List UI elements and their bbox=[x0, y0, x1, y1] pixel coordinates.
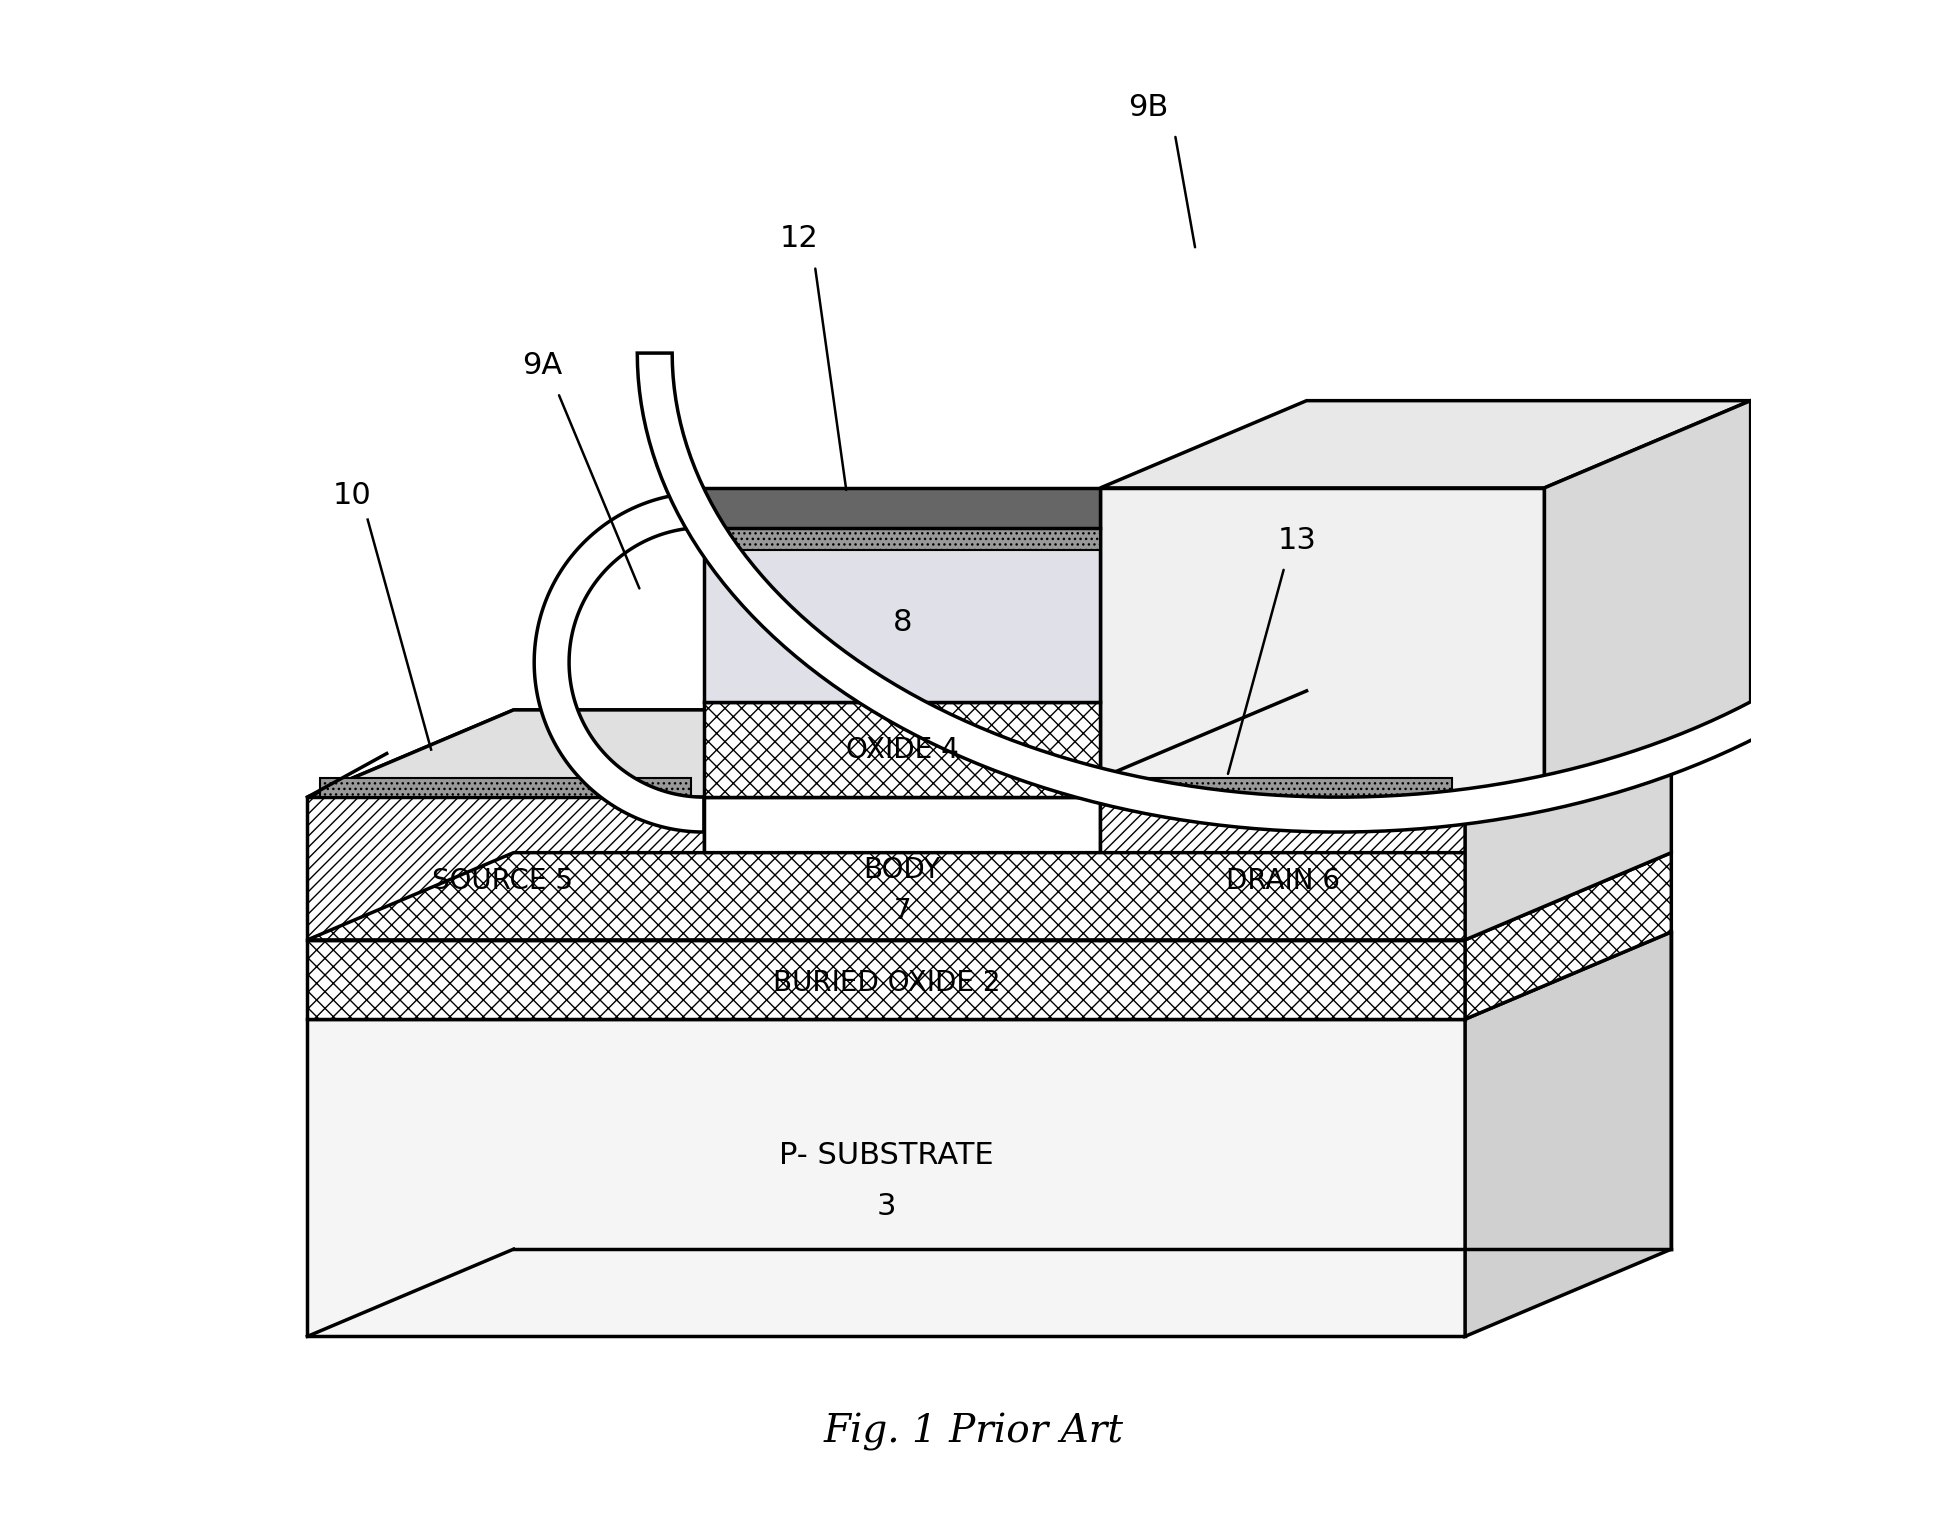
Bar bbox=[1114, 779, 1452, 797]
Text: 12: 12 bbox=[779, 224, 818, 253]
Polygon shape bbox=[637, 353, 1947, 832]
Bar bbox=[308, 1020, 1466, 1336]
Text: Fig. 1 Prior Art: Fig. 1 Prior Art bbox=[824, 1412, 1123, 1450]
Text: DRAIN 6: DRAIN 6 bbox=[1227, 867, 1340, 895]
Bar bbox=[319, 779, 691, 797]
Polygon shape bbox=[1100, 400, 1750, 488]
Text: 13: 13 bbox=[1277, 526, 1316, 554]
Text: 8: 8 bbox=[892, 608, 911, 638]
Polygon shape bbox=[1466, 932, 1671, 1336]
Text: 7: 7 bbox=[894, 897, 911, 926]
Text: BURIED OXIDE 2: BURIED OXIDE 2 bbox=[773, 968, 1001, 997]
Bar bbox=[705, 797, 1100, 939]
Bar bbox=[705, 527, 1100, 701]
Bar bbox=[1100, 488, 1544, 797]
Bar bbox=[1100, 797, 1466, 939]
Bar bbox=[308, 939, 1466, 1020]
Text: 9A: 9A bbox=[522, 351, 563, 380]
Polygon shape bbox=[308, 711, 909, 797]
Text: 3: 3 bbox=[876, 1192, 896, 1221]
Text: SOURCE 5: SOURCE 5 bbox=[432, 867, 572, 895]
Polygon shape bbox=[1466, 853, 1671, 1020]
Polygon shape bbox=[308, 853, 1671, 939]
Text: 9B: 9B bbox=[1127, 92, 1168, 121]
Text: 10: 10 bbox=[333, 482, 372, 511]
Text: P- SUBSTRATE: P- SUBSTRATE bbox=[779, 1141, 993, 1170]
Polygon shape bbox=[1544, 400, 1750, 797]
Bar bbox=[308, 797, 705, 939]
Polygon shape bbox=[533, 492, 705, 832]
Bar bbox=[705, 488, 1100, 527]
Polygon shape bbox=[1466, 711, 1671, 939]
Bar bbox=[705, 701, 1100, 797]
Polygon shape bbox=[308, 711, 1671, 797]
Text: BODY: BODY bbox=[864, 856, 940, 885]
Bar bbox=[705, 527, 1100, 550]
Text: OXIDE 4: OXIDE 4 bbox=[845, 736, 958, 764]
Polygon shape bbox=[308, 932, 1671, 1020]
